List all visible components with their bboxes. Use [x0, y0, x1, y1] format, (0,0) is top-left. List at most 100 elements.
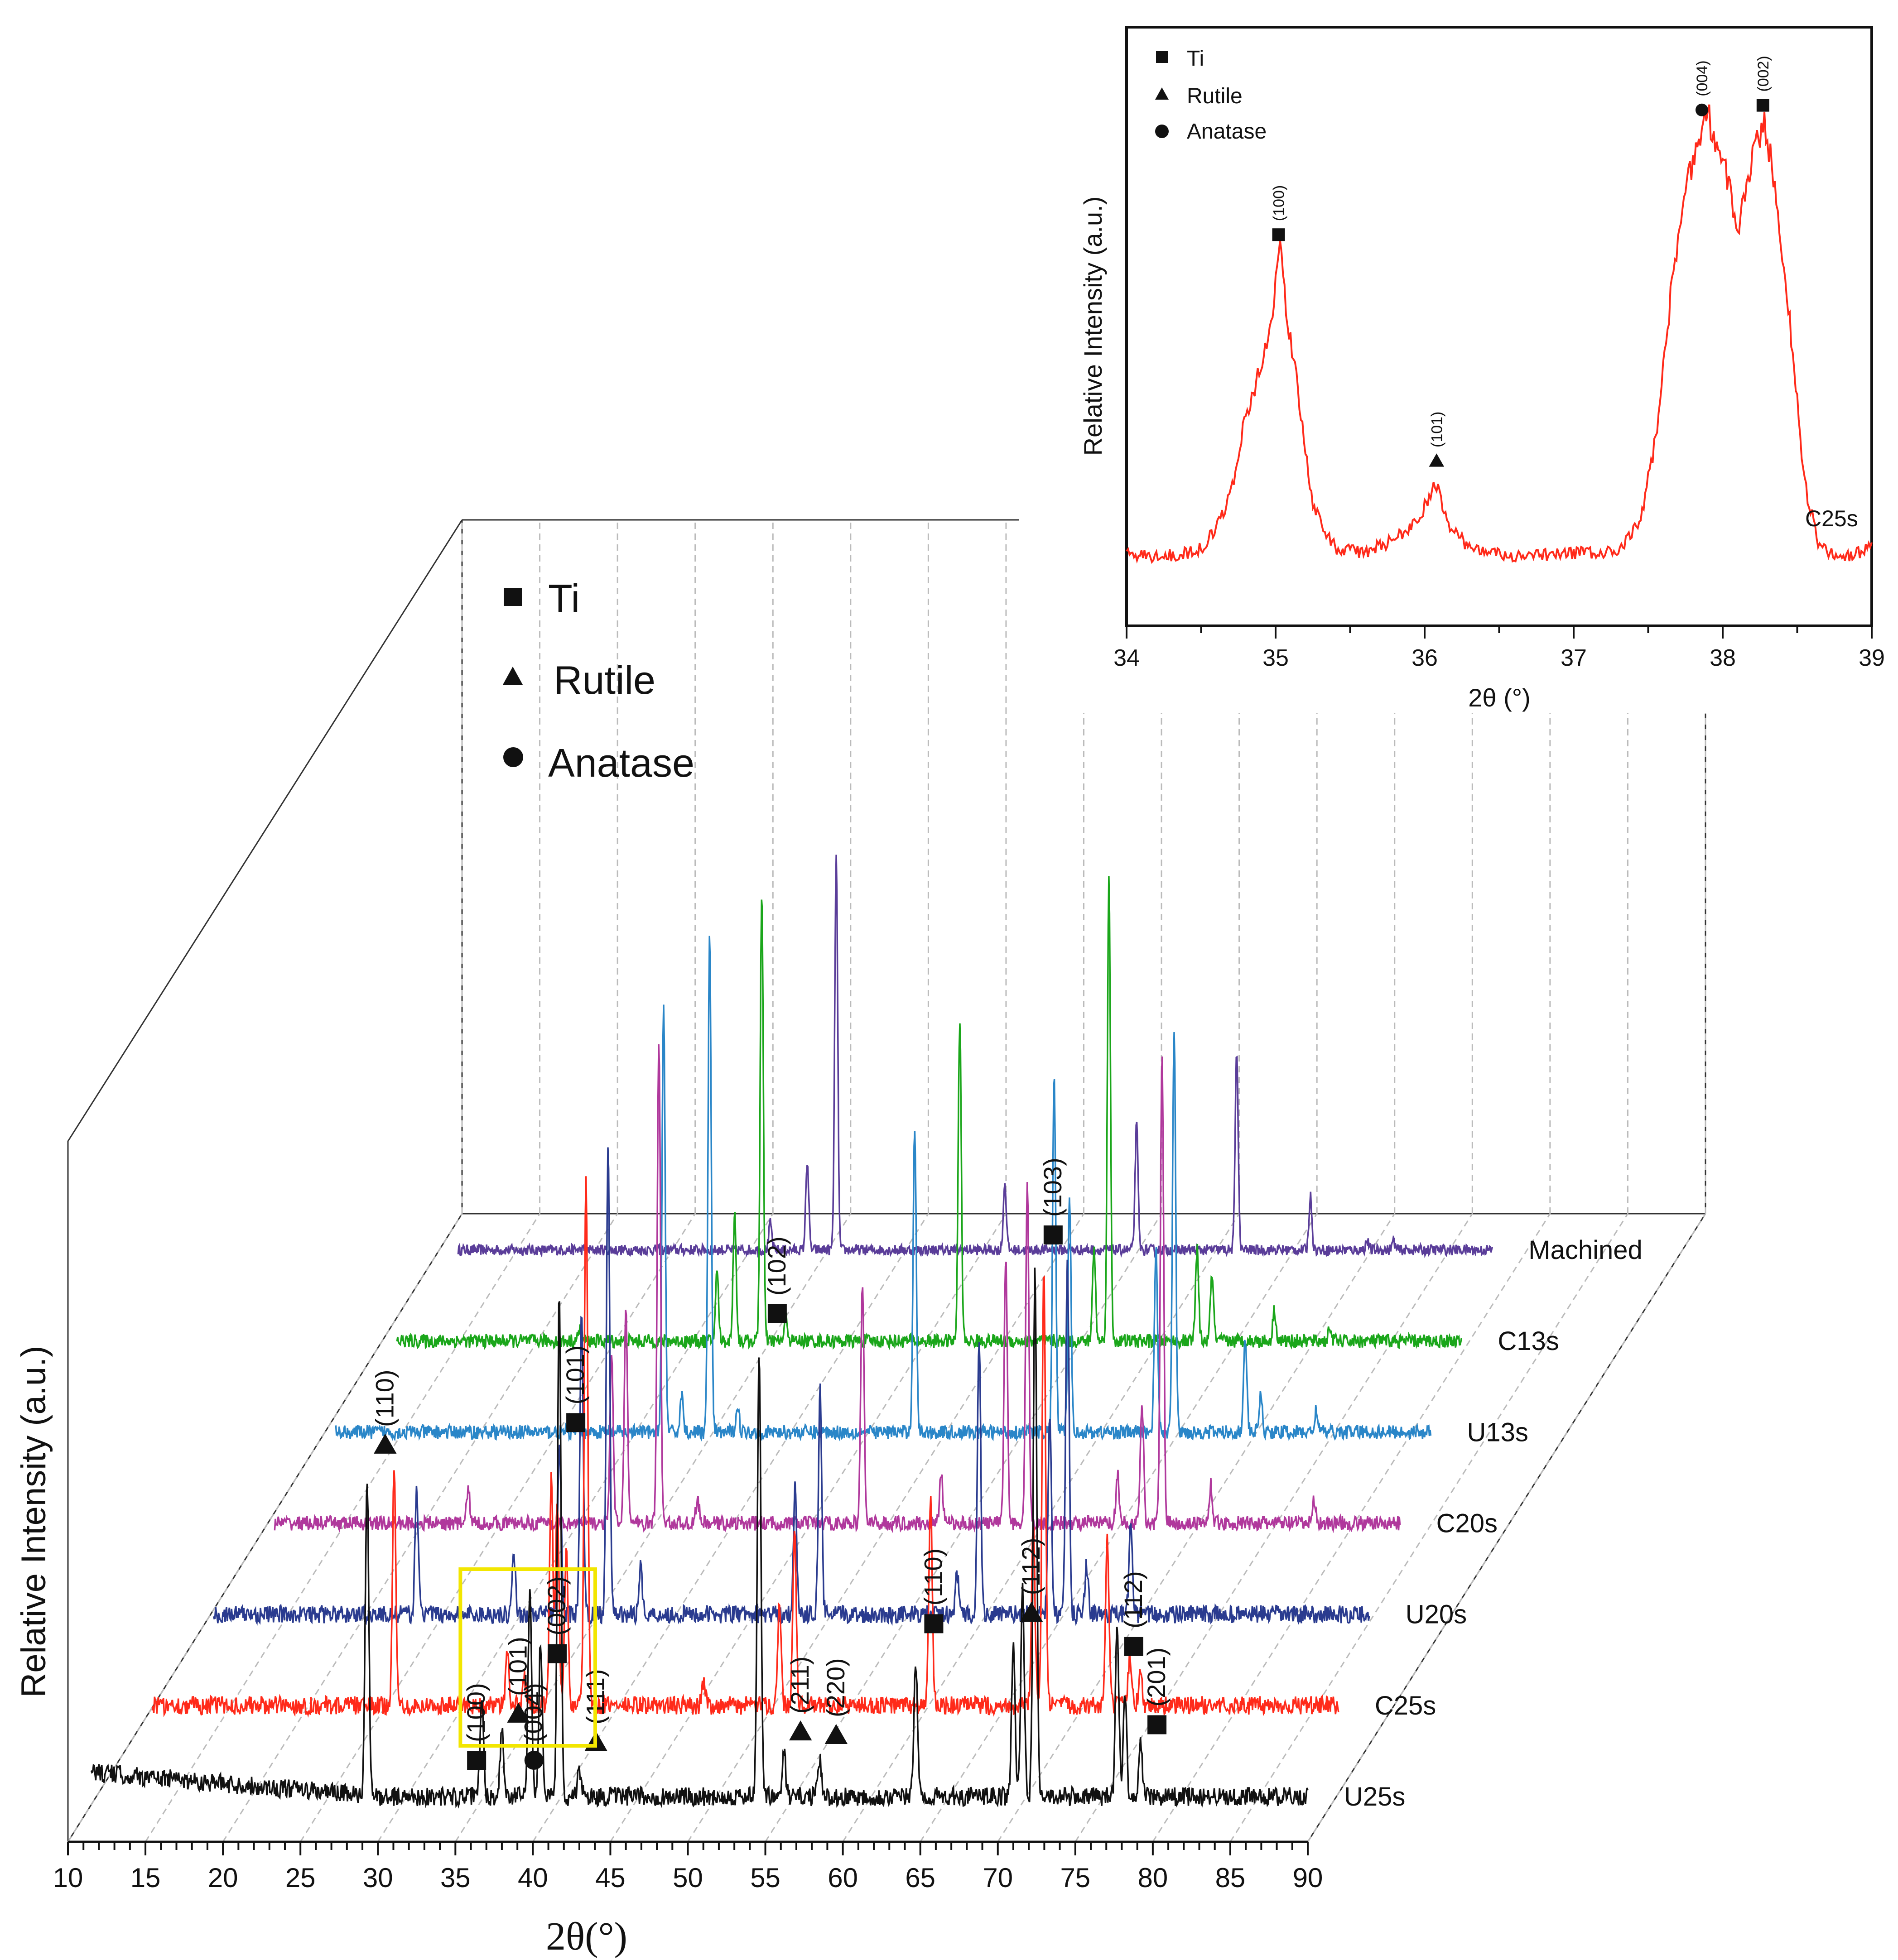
- inset-legend: Ti Rutile Anatase: [1155, 47, 1267, 144]
- inset-legend-item-rutile: Rutile: [1155, 84, 1243, 108]
- x-tick-label: 20: [208, 1863, 238, 1893]
- y-axis-title: Relative Intensity (a.u.): [14, 1345, 53, 1697]
- main-xrd-chart: Machined C13s U13s C20s U20s C25s U25s (110) (1…: [14, 519, 1706, 1959]
- peak-label: (101): [504, 1637, 532, 1696]
- peak-label: (102): [762, 1236, 791, 1296]
- legend-item-anatase: Anatase: [503, 740, 694, 785]
- legend-item-ti: Ti: [504, 576, 580, 621]
- inset-series-label: C25s: [1805, 506, 1858, 531]
- peak-label: (110): [370, 1369, 399, 1427]
- peak-label: (201): [1142, 1648, 1171, 1707]
- x-tick-label: 55: [750, 1863, 780, 1893]
- x-tick-label: 75: [1060, 1863, 1090, 1893]
- floor-gridline: [145, 1213, 540, 1842]
- square-marker-icon: [566, 1413, 586, 1432]
- floor-gridline: [1229, 1213, 1628, 1842]
- x-axis-title: 2θ(°): [546, 1915, 627, 1959]
- square-marker-icon: [1156, 51, 1168, 63]
- square-marker-icon: [1043, 1225, 1063, 1244]
- series-label: U13s: [1467, 1417, 1528, 1447]
- floor-gridline: [920, 1213, 1318, 1842]
- x-tick-label: 25: [285, 1863, 316, 1893]
- triangle-marker-icon: [824, 1724, 848, 1744]
- plot-frame: [67, 519, 1706, 1842]
- left-top-edge: [67, 519, 463, 1142]
- circle-marker-icon: [1695, 103, 1708, 116]
- legend-label: Rutile: [1187, 84, 1243, 108]
- square-marker-icon: [548, 1644, 567, 1663]
- x-tick-label: 35: [440, 1863, 471, 1893]
- floor-gridline: [1152, 1213, 1551, 1842]
- legend-label: Anatase: [548, 740, 694, 785]
- square-marker-icon: [1272, 228, 1285, 241]
- peak-label: (103): [1038, 1158, 1067, 1217]
- inset-frame: [1125, 26, 1873, 627]
- series-line-c25s: [151, 1176, 1339, 1718]
- series-label: C20s: [1436, 1509, 1498, 1538]
- inset-x-tick-label: 39: [1859, 645, 1885, 671]
- series-line-u13s: [335, 936, 1432, 1442]
- floor-gridline: [222, 1213, 618, 1842]
- series-group: [90, 855, 1493, 1809]
- inset-y-axis-title: Relative Intensity (a.u.): [1079, 197, 1107, 456]
- peak-label: (101): [561, 1345, 589, 1405]
- triangle-marker-icon: [1155, 87, 1169, 100]
- floor-gridline: [1307, 1213, 1706, 1842]
- inset-x-axis: 34 35 36 37 38 39: [1113, 626, 1885, 671]
- legend-label: Ti: [1187, 47, 1204, 71]
- legend-label: Anatase: [1187, 120, 1267, 144]
- series-line-c20s: [274, 1044, 1401, 1533]
- series-line-u20s: [212, 1147, 1370, 1626]
- inset-peak-label: (101): [1428, 412, 1445, 447]
- x-axis: 10 15 20 25 30 35 40 45 50 55 60 65 70 75 80 85 90: [53, 1840, 1323, 1893]
- inset-x-tick-label: 35: [1262, 645, 1289, 671]
- x-tick-label: 10: [53, 1863, 83, 1893]
- series-line-c13s: [396, 876, 1463, 1351]
- series-label: C13s: [1498, 1326, 1559, 1356]
- x-tick-label: 80: [1138, 1863, 1168, 1893]
- x-tick-label: 65: [905, 1863, 935, 1893]
- series-label: Machined: [1528, 1235, 1642, 1265]
- legend: Ti Rutile Anatase: [503, 576, 694, 785]
- square-marker-icon: [767, 1304, 787, 1323]
- triangle-marker-icon: [1020, 1601, 1043, 1622]
- square-marker-icon: [1147, 1715, 1167, 1734]
- triangle-marker-icon: [1429, 453, 1445, 467]
- series-label: U25s: [1344, 1782, 1405, 1811]
- series-label: C25s: [1375, 1691, 1436, 1720]
- inset-peak-annotations: (100) (101) (004) (002): [1271, 56, 1772, 467]
- floor-gridline: [299, 1213, 696, 1842]
- highlight-box: [458, 1567, 597, 1748]
- floor-gridline: [1074, 1213, 1473, 1842]
- peak-label: (100): [462, 1683, 490, 1742]
- x-tick-label: 40: [518, 1863, 548, 1893]
- square-marker-icon: [467, 1751, 487, 1770]
- series-labels: Machined C13s U13s C20s U20s C25s U25s: [1344, 1235, 1643, 1811]
- inset-peak-label: (004): [1694, 60, 1711, 96]
- x-tick-label: 15: [130, 1863, 161, 1893]
- x-tick-label: 85: [1215, 1863, 1246, 1893]
- peak-label: (112): [1016, 1538, 1045, 1595]
- inset-x-axis-title: 2θ (°): [1468, 683, 1531, 712]
- square-marker-icon: [1124, 1637, 1143, 1656]
- square-marker-icon: [504, 588, 522, 606]
- triangle-marker-icon: [374, 1433, 397, 1454]
- inset-legend-item-ti: Ti: [1156, 47, 1204, 71]
- triangle-marker-icon: [507, 1702, 530, 1723]
- peak-label: (211): [785, 1657, 814, 1714]
- x-tick-label: 30: [363, 1863, 393, 1893]
- grid-lines: [67, 520, 1706, 1842]
- peak-label: (220): [821, 1658, 850, 1717]
- floor-gridline: [67, 1213, 463, 1842]
- inset-x-tick-label: 36: [1411, 645, 1438, 671]
- peak-label: (112): [1119, 1571, 1147, 1629]
- inset-x-tick-label: 34: [1113, 645, 1140, 671]
- floor-gridline: [455, 1213, 852, 1842]
- inset-x-tick-label: 37: [1561, 645, 1587, 671]
- square-marker-icon: [1756, 99, 1769, 112]
- circle-marker-icon: [524, 1751, 544, 1770]
- peak-label: (004): [519, 1683, 548, 1742]
- x-tick-label: 60: [828, 1863, 858, 1893]
- triangle-marker-icon: [503, 667, 523, 685]
